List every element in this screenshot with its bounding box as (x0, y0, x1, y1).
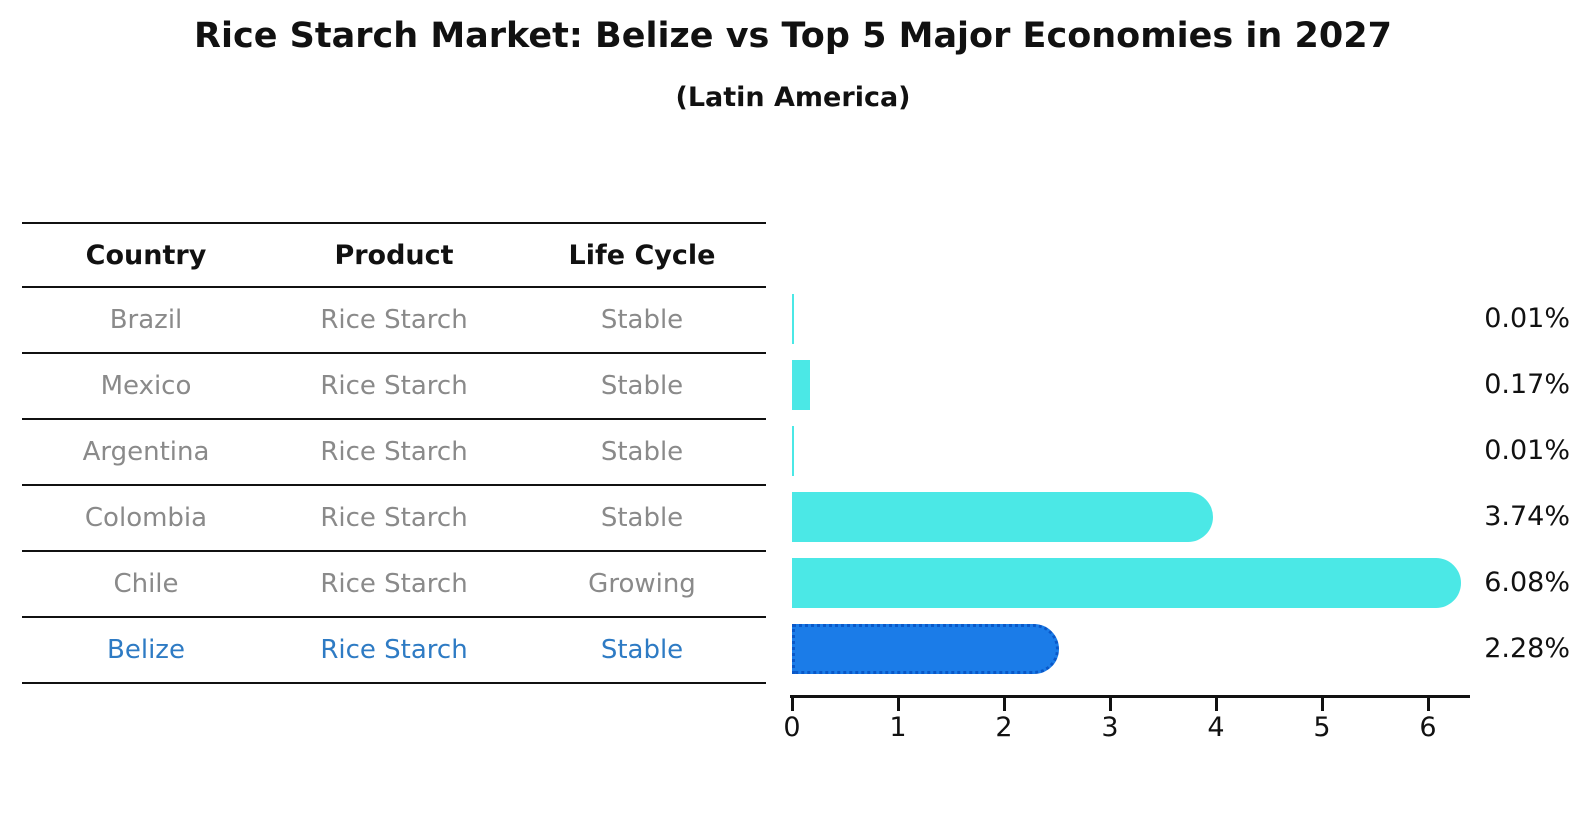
cell-country: Mexico (100, 371, 192, 401)
table-header-product: Product (334, 239, 454, 271)
x-axis-tick-label: 6 (1419, 712, 1437, 743)
bar-highlight-belize (792, 624, 1059, 674)
x-axis-line (790, 695, 1470, 698)
cell-life-cycle: Stable (600, 503, 684, 533)
x-axis-tick-label: 1 (889, 712, 907, 743)
cell-product: Rice Starch (320, 371, 468, 401)
bar-value-label: 3.74% (1484, 501, 1570, 532)
cell-country: Belize (107, 635, 185, 665)
cell-product: Rice Starch (320, 503, 468, 533)
cell-country: Colombia (84, 503, 208, 533)
table-row: Brazil Rice Starch Stable (22, 288, 766, 354)
bar-band (792, 550, 1492, 616)
table-header-country: Country (85, 239, 207, 271)
bar-value-label: 0.17% (1484, 369, 1570, 400)
chart-subtitle: (Latin America) (675, 82, 911, 113)
bar-mexico (792, 360, 810, 410)
cell-life-cycle: Stable (600, 305, 684, 335)
bar-band (792, 484, 1492, 550)
table-body: Brazil Rice Starch Stable Mexico Rice Starch… (22, 288, 766, 684)
bar-value-label: 0.01% (1484, 303, 1570, 334)
bar-value-label: 0.01% (1484, 435, 1570, 466)
cell-life-cycle: Stable (600, 371, 684, 401)
x-axis-tick (1215, 698, 1218, 711)
bar-chile (792, 558, 1461, 608)
bar-band (792, 418, 1492, 484)
chart-title: Rice Starch Market: Belize vs Top 5 Majo… (194, 16, 1392, 56)
cell-product: Rice Starch (320, 569, 468, 599)
cell-life-cycle: Growing (588, 569, 696, 599)
x-axis-tick-label: 3 (1101, 712, 1119, 743)
cell-product: Rice Starch (320, 635, 468, 665)
table-row: Colombia Rice Starch Stable (22, 486, 766, 552)
bar-argentina (792, 426, 794, 476)
table-header-life-cycle: Life Cycle (568, 239, 716, 271)
x-axis-tick (897, 698, 900, 711)
cell-life-cycle: Stable (600, 437, 684, 467)
x-axis-tick-label: 5 (1313, 712, 1331, 743)
x-axis-tick (1427, 698, 1430, 711)
bar-band (792, 352, 1492, 418)
cell-product: Rice Starch (320, 305, 468, 335)
table-header-row: Country Product Life Cycle (22, 222, 766, 288)
cell-life-cycle: Stable (600, 635, 684, 665)
cell-country: Argentina (82, 437, 210, 467)
cell-country: Chile (113, 569, 179, 599)
x-axis-tick (1109, 698, 1112, 711)
bar-value-label: 2.28% (1484, 633, 1570, 664)
bar-value-label: 6.08% (1484, 567, 1570, 598)
bar-chart-area (792, 286, 1492, 682)
bar-colombia (792, 492, 1213, 542)
bar-band (792, 616, 1492, 682)
x-axis-tick-label: 0 (783, 712, 801, 743)
bar-brazil (792, 294, 794, 344)
table-row: Chile Rice Starch Growing (22, 552, 766, 618)
x-axis-tick-label: 4 (1207, 712, 1225, 743)
x-axis-tick (1321, 698, 1324, 711)
cell-product: Rice Starch (320, 437, 468, 467)
x-axis-tick-label: 2 (995, 712, 1013, 743)
country-table: Country Product Life Cycle Brazil Rice St… (22, 222, 766, 684)
table-row: Mexico Rice Starch Stable (22, 354, 766, 420)
x-axis-tick (791, 698, 794, 711)
table-row: Argentina Rice Starch Stable (22, 420, 766, 486)
x-axis-tick (1003, 698, 1006, 711)
bar-band (792, 286, 1492, 352)
cell-country: Brazil (109, 305, 183, 335)
table-row: Belize Rice Starch Stable (22, 618, 766, 684)
